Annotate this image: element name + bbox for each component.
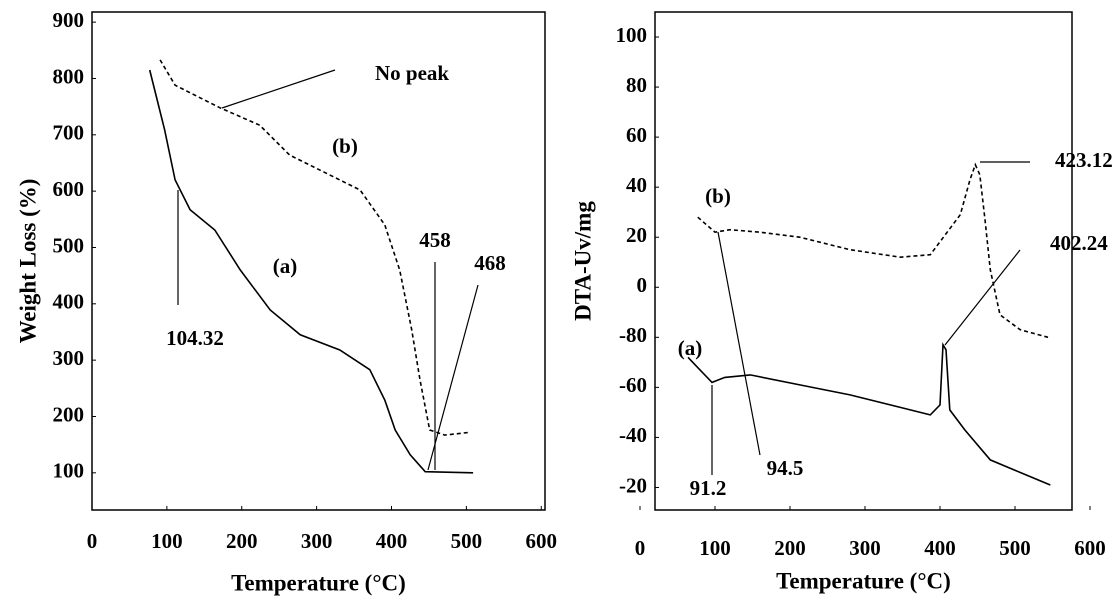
- y-tick-label: 700: [53, 121, 85, 145]
- y-tick-label: -20: [619, 473, 647, 497]
- data-line: [148, 69, 474, 474]
- y-tick-label: 100: [53, 459, 85, 483]
- series-label: (b): [705, 184, 731, 208]
- annotation: 468: [474, 251, 506, 275]
- annotation: 458: [419, 228, 451, 252]
- y-tick-label: 100: [616, 23, 648, 47]
- annotation: 104.32: [166, 326, 224, 350]
- y-tick-label: 800: [53, 64, 85, 88]
- y-tick-label: 40: [626, 173, 647, 197]
- x-tick-label: 400: [376, 529, 408, 553]
- annotation: 402.24: [1050, 231, 1108, 255]
- x-tick-label: 100: [151, 529, 183, 553]
- data-line: [687, 342, 1051, 486]
- y-tick-label: 200: [53, 402, 85, 426]
- y-tick-label: 80: [626, 73, 647, 97]
- x-tick-label: 0: [87, 529, 98, 553]
- series-label: (a): [273, 254, 298, 278]
- x-axis-title: Temperature (°C): [231, 570, 406, 595]
- annotation-line: [717, 231, 761, 456]
- annotation: No peak: [375, 61, 449, 85]
- y-tick-label: 600: [53, 177, 85, 201]
- x-tick-label: 0: [635, 536, 646, 560]
- annotation: 423.12: [1055, 148, 1113, 172]
- data-line: [159, 59, 471, 436]
- x-axis-title: Temperature (°C): [776, 568, 951, 593]
- series-label: (b): [332, 134, 358, 158]
- annotation: 94.5: [767, 456, 804, 480]
- y-tick-label: -40: [619, 423, 647, 447]
- y-tick-label: -80: [619, 323, 647, 347]
- annotation: 91.2: [690, 476, 727, 500]
- y-tick-label: 0: [637, 273, 648, 297]
- y-tick-label: 400: [53, 290, 85, 314]
- y-tick-label: 20: [626, 223, 647, 247]
- x-tick-label: 100: [699, 536, 731, 560]
- x-tick-label: 600: [526, 529, 558, 553]
- annotation-line: [944, 249, 1021, 346]
- plot-frame: [654, 11, 1073, 511]
- x-tick-label: 600: [1074, 536, 1106, 560]
- x-tick-label: 300: [849, 536, 881, 560]
- x-tick-label: 300: [301, 529, 333, 553]
- y-axis-title: Weight Loss (%): [15, 179, 40, 344]
- x-tick-label: 400: [924, 536, 956, 560]
- series-label: (a): [678, 336, 703, 360]
- x-tick-label: 500: [451, 529, 483, 553]
- x-tick-label: 200: [226, 529, 258, 553]
- annotation-line: [221, 69, 336, 109]
- data-line: [697, 162, 1049, 339]
- y-tick-label: 500: [53, 233, 85, 257]
- y-tick-label: 60: [626, 123, 647, 147]
- y-tick-label: 900: [53, 8, 85, 32]
- annotation-line: [427, 284, 479, 471]
- x-tick-label: 200: [774, 536, 806, 560]
- y-axis-title: DTA-Uv/mg: [570, 201, 595, 321]
- y-tick-label: 300: [53, 346, 85, 370]
- plot-frame: [91, 11, 546, 511]
- y-tick-label: -60: [619, 373, 647, 397]
- x-tick-label: 500: [999, 536, 1031, 560]
